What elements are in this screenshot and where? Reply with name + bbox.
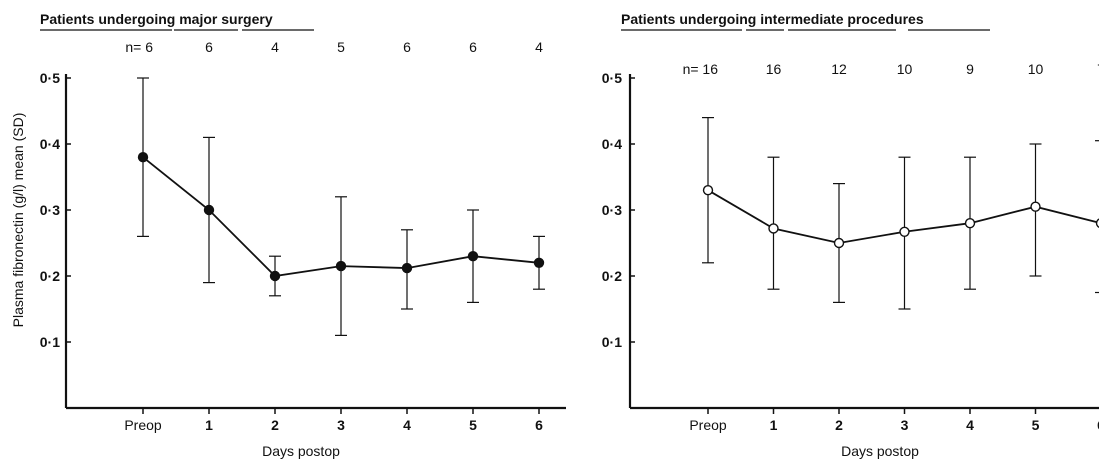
data-point: [401, 262, 413, 274]
y-tick-label: 0·1: [602, 334, 622, 350]
x-axis-label: Days postop: [841, 443, 919, 459]
data-point: [833, 237, 845, 249]
sample-size-label: 12: [831, 61, 847, 77]
chart-panel-intermediate-procedures: Patients undergoing intermediate procedu…: [602, 11, 1099, 459]
x-axis-label: Days postop: [262, 443, 340, 459]
x-tick-label: 3: [337, 417, 345, 433]
y-tick-label: 0·5: [602, 70, 622, 86]
data-point: [1030, 201, 1041, 212]
y-tick-label: 0·4: [602, 136, 622, 152]
data-point: [702, 184, 714, 196]
x-tick-label: 5: [1032, 417, 1040, 433]
x-tick-label: 5: [469, 417, 477, 433]
y-tick-label: 0·3: [602, 202, 622, 218]
y-tick-label: 0·5: [40, 70, 60, 86]
axes: [64, 74, 566, 410]
data-point: [899, 226, 910, 237]
data-point: [467, 251, 479, 262]
sample-size-label: n= 16: [683, 61, 719, 77]
y-tick-label: 0·2: [40, 268, 60, 284]
sample-size-label: 4: [271, 39, 279, 55]
y-ticks: 0·1 0·2 0·3 0·4 0·5: [40, 70, 71, 350]
data-points: [702, 184, 1099, 249]
sample-size-label: 10: [1028, 61, 1044, 77]
x-ticks: Preop 1 2 3 4 5 6: [689, 408, 1099, 433]
error-bar: [767, 156, 780, 290]
sample-size-label: 6: [469, 39, 477, 55]
sample-size-labels: n= 16 16 12 10 9 10 7: [683, 61, 1099, 77]
axes: [628, 74, 1099, 410]
x-tick-label: Preop: [124, 417, 162, 433]
data-point: [335, 260, 347, 272]
x-tick-label: 2: [271, 417, 279, 433]
sample-size-label: 6: [403, 39, 411, 55]
error-bar: [1095, 140, 1099, 294]
y-tick-label: 0·4: [40, 136, 60, 152]
x-tick-label: 4: [403, 417, 411, 433]
x-tick-label: 6: [1097, 417, 1099, 433]
data-point: [768, 223, 779, 234]
x-ticks: Preop 1 2 3 4 5 6: [124, 408, 543, 433]
sample-size-label: 10: [897, 61, 913, 77]
data-point: [203, 204, 215, 216]
y-tick-label: 0·3: [40, 202, 60, 218]
y-axis-label: Plasma fibronectin (g/l) mean (SD): [10, 113, 26, 328]
data-point: [1095, 218, 1099, 228]
x-tick-label: 3: [901, 417, 909, 433]
sample-size-label: 9: [966, 61, 974, 77]
x-tick-label: 1: [205, 417, 213, 433]
x-tick-label: 4: [966, 417, 974, 433]
sample-size-labels: n= 6 6 4 5 6 6 4: [125, 39, 543, 55]
sample-size-label: 7: [1097, 61, 1099, 77]
x-tick-label: 6: [535, 417, 543, 433]
error-bars: [137, 77, 545, 336]
data-point: [269, 270, 281, 282]
sample-size-label: 6: [205, 39, 213, 55]
sample-size-label: 16: [766, 61, 782, 77]
sample-size-label: 5: [337, 39, 345, 55]
chart-title: Patients undergoing major surgery: [40, 11, 273, 27]
y-ticks: 0·1 0·2 0·3 0·4 0·5: [602, 70, 635, 350]
error-bars: [702, 116, 1099, 310]
chart-panel-major-surgery: Patients undergoing major surgery Plasma…: [10, 11, 566, 459]
y-tick-label: 0·2: [602, 268, 622, 284]
data-point: [533, 257, 545, 268]
y-tick-label: 0·1: [40, 334, 60, 350]
x-tick-label: 1: [770, 417, 778, 433]
sample-size-label: 4: [535, 39, 543, 55]
data-point: [964, 217, 976, 229]
data-points: [137, 151, 545, 282]
sample-size-label: n= 6: [125, 39, 153, 55]
x-tick-label: 2: [835, 417, 843, 433]
data-point: [137, 151, 149, 163]
x-tick-label: Preop: [689, 417, 727, 433]
chart-title: Patients undergoing intermediate procedu…: [621, 11, 924, 27]
